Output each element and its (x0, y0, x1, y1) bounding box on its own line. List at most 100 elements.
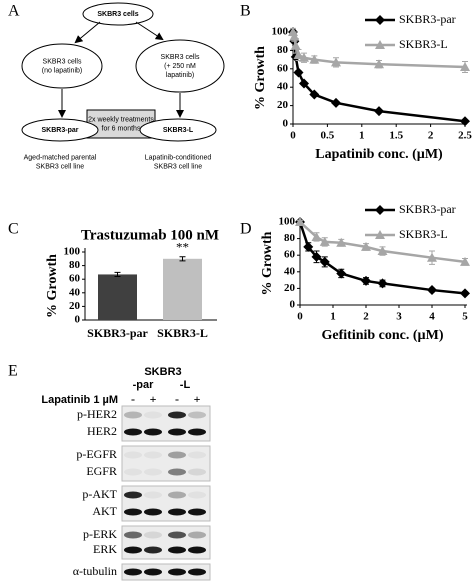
y-axis-label: % Growth (45, 254, 60, 318)
band (188, 546, 206, 554)
panel-letter: C (8, 221, 19, 238)
band (124, 451, 142, 459)
band (168, 428, 186, 436)
lane-sign: - (175, 392, 179, 406)
point (374, 59, 384, 69)
y-axis-label: % Growth (260, 231, 275, 295)
x-tick-label: 3 (396, 311, 402, 323)
blot-panel (121, 485, 211, 522)
y-tick-label: 100 (64, 246, 81, 258)
diagram-shapes (21, 2, 225, 142)
band (168, 451, 186, 459)
node-label: lapatinib) (166, 72, 194, 79)
lane-sign: + (150, 392, 157, 406)
legend-label: SKBR3-L (399, 37, 448, 51)
y-tick-label: 80 (69, 259, 81, 271)
blot-row-label: p-ERK (83, 527, 117, 541)
band (144, 428, 162, 436)
blot-row-label: α-tubulin (73, 564, 117, 578)
point (331, 97, 341, 108)
y-tick-label: 60 (277, 62, 289, 74)
blot-panel (121, 445, 211, 482)
band (168, 546, 186, 554)
x-tick-label: 1.5 (389, 130, 403, 142)
band (168, 568, 186, 576)
point (331, 57, 341, 67)
point (375, 230, 385, 239)
node-label: Lapatinib-conditioned (145, 154, 212, 161)
band (124, 546, 142, 554)
blot-panel (121, 525, 211, 560)
band (144, 411, 162, 419)
y-tick-label: 0 (290, 299, 296, 311)
point (319, 256, 330, 267)
band (144, 568, 162, 576)
blot-row-label: AKT (92, 504, 117, 518)
blot-row-label: p-AKT (82, 487, 117, 501)
node-shape (21, 43, 103, 89)
point (311, 251, 322, 262)
point (309, 54, 320, 64)
x-tick-label: 1 (359, 130, 365, 142)
point (361, 275, 371, 286)
band (168, 508, 186, 516)
point (336, 237, 347, 247)
point (299, 78, 310, 89)
point (375, 205, 385, 215)
band (188, 568, 206, 576)
panel-letter: E (8, 363, 18, 380)
node-shape (82, 2, 154, 26)
node-label: (no lapatinib) (42, 67, 82, 74)
point (299, 52, 310, 62)
band (144, 531, 162, 539)
blot-row-label: p-EGFR (76, 447, 117, 461)
legend-label: SKBR3-par (399, 12, 456, 26)
node-label: for 6 months (102, 125, 141, 132)
band (188, 531, 206, 539)
band (188, 451, 206, 459)
y-axis-label: % Growth (253, 46, 268, 110)
band (168, 411, 186, 419)
annotation: ** (176, 240, 189, 255)
legend-label: SKBR3-L (399, 227, 448, 241)
band (124, 491, 142, 499)
blot-row-label: p-HER2 (77, 407, 117, 421)
blot-treatment: Lapatinib 1 µM (41, 394, 118, 406)
y-tick-label: 60 (69, 273, 81, 285)
band (144, 468, 162, 476)
panel-letter: D (240, 221, 252, 238)
x-tick-label: 5 (462, 311, 468, 323)
band (124, 531, 142, 539)
y-tick-label: 0 (283, 118, 289, 130)
band (188, 508, 206, 516)
chart-title: Trastuzumab 100 nM (81, 227, 219, 243)
x-tick-label: 4 (429, 311, 435, 323)
lane-sign: - (131, 392, 135, 406)
y-tick-label: 60 (284, 249, 296, 261)
x-tick-label: 0.5 (321, 130, 335, 142)
band (124, 468, 142, 476)
point (293, 50, 304, 59)
point (375, 15, 385, 25)
y-tick-label: 20 (277, 99, 289, 111)
node-shape (135, 39, 225, 93)
x-tick-label: SKBR3-L (157, 326, 208, 340)
node-label: SKBR3 cell line (154, 163, 202, 170)
point (361, 241, 371, 251)
point (336, 268, 347, 279)
y-tick-label: 40 (277, 81, 289, 93)
x-axis-label: Lapatinib conc. (µM) (315, 147, 443, 162)
blot-group: -par (133, 379, 155, 391)
y-tick-label: 80 (277, 44, 289, 56)
band (188, 411, 206, 419)
x-tick-label: 2.5 (458, 130, 472, 142)
point (319, 236, 330, 246)
band (188, 428, 206, 436)
x-tick-label: 0 (290, 130, 296, 142)
y-tick-label: 20 (69, 300, 81, 312)
x-axis-label: Gefitinib conc. (µM) (322, 328, 444, 343)
point (295, 217, 305, 226)
point (427, 252, 437, 262)
error-bar (114, 271, 121, 277)
